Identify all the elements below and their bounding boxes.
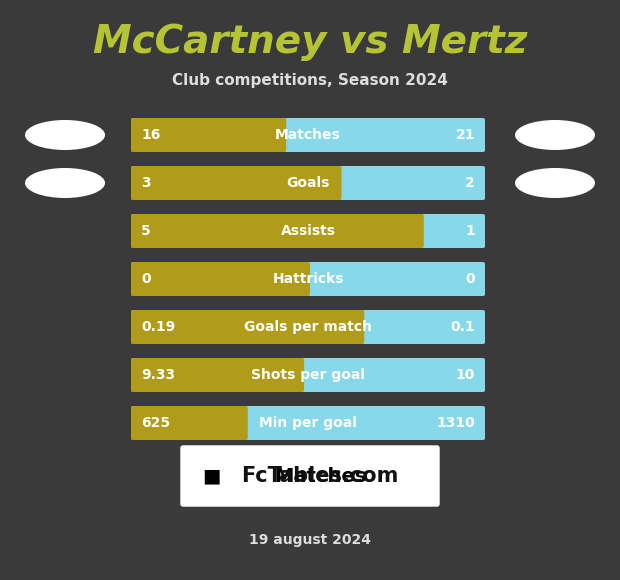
Text: 1: 1 bbox=[465, 224, 475, 238]
FancyBboxPatch shape bbox=[131, 214, 485, 248]
Text: 3: 3 bbox=[141, 176, 151, 190]
FancyBboxPatch shape bbox=[131, 262, 485, 296]
Ellipse shape bbox=[25, 168, 105, 198]
FancyBboxPatch shape bbox=[131, 406, 485, 440]
FancyBboxPatch shape bbox=[131, 118, 286, 152]
Text: Min per goal: Min per goal bbox=[259, 416, 357, 430]
FancyBboxPatch shape bbox=[131, 166, 342, 200]
Text: Goals: Goals bbox=[286, 176, 330, 190]
Text: 0: 0 bbox=[141, 272, 151, 286]
Text: Club competitions, Season 2024: Club competitions, Season 2024 bbox=[172, 72, 448, 88]
FancyBboxPatch shape bbox=[131, 166, 485, 200]
Text: 1310: 1310 bbox=[436, 416, 475, 430]
Text: McCartney vs Mertz: McCartney vs Mertz bbox=[93, 23, 527, 61]
Text: Matches: Matches bbox=[274, 466, 366, 485]
Text: 625: 625 bbox=[141, 416, 170, 430]
Ellipse shape bbox=[515, 120, 595, 150]
Text: 0.19: 0.19 bbox=[141, 320, 175, 334]
Text: 10: 10 bbox=[456, 368, 475, 382]
Text: Assists: Assists bbox=[280, 224, 335, 238]
Ellipse shape bbox=[515, 168, 595, 198]
Text: 9.33: 9.33 bbox=[141, 368, 175, 382]
FancyBboxPatch shape bbox=[131, 262, 310, 296]
FancyBboxPatch shape bbox=[131, 118, 485, 152]
Text: 16: 16 bbox=[141, 128, 161, 142]
Ellipse shape bbox=[25, 120, 105, 150]
Text: Matches: Matches bbox=[275, 128, 341, 142]
Text: 2: 2 bbox=[465, 176, 475, 190]
FancyBboxPatch shape bbox=[131, 214, 423, 248]
Text: 19 august 2024: 19 august 2024 bbox=[249, 533, 371, 547]
Text: Shots per goal: Shots per goal bbox=[251, 368, 365, 382]
Text: Goals per match: Goals per match bbox=[244, 320, 372, 334]
FancyBboxPatch shape bbox=[181, 446, 439, 506]
Text: 5: 5 bbox=[141, 224, 151, 238]
FancyBboxPatch shape bbox=[131, 310, 485, 344]
Text: 21: 21 bbox=[456, 128, 475, 142]
Text: Hattricks: Hattricks bbox=[272, 272, 343, 286]
FancyBboxPatch shape bbox=[131, 358, 304, 392]
FancyBboxPatch shape bbox=[131, 406, 248, 440]
Text: 0.1: 0.1 bbox=[450, 320, 475, 334]
Text: ■: ■ bbox=[202, 466, 220, 485]
FancyBboxPatch shape bbox=[131, 310, 365, 344]
Text: FcTables.com: FcTables.com bbox=[241, 466, 399, 486]
FancyBboxPatch shape bbox=[131, 358, 485, 392]
Text: 0: 0 bbox=[466, 272, 475, 286]
